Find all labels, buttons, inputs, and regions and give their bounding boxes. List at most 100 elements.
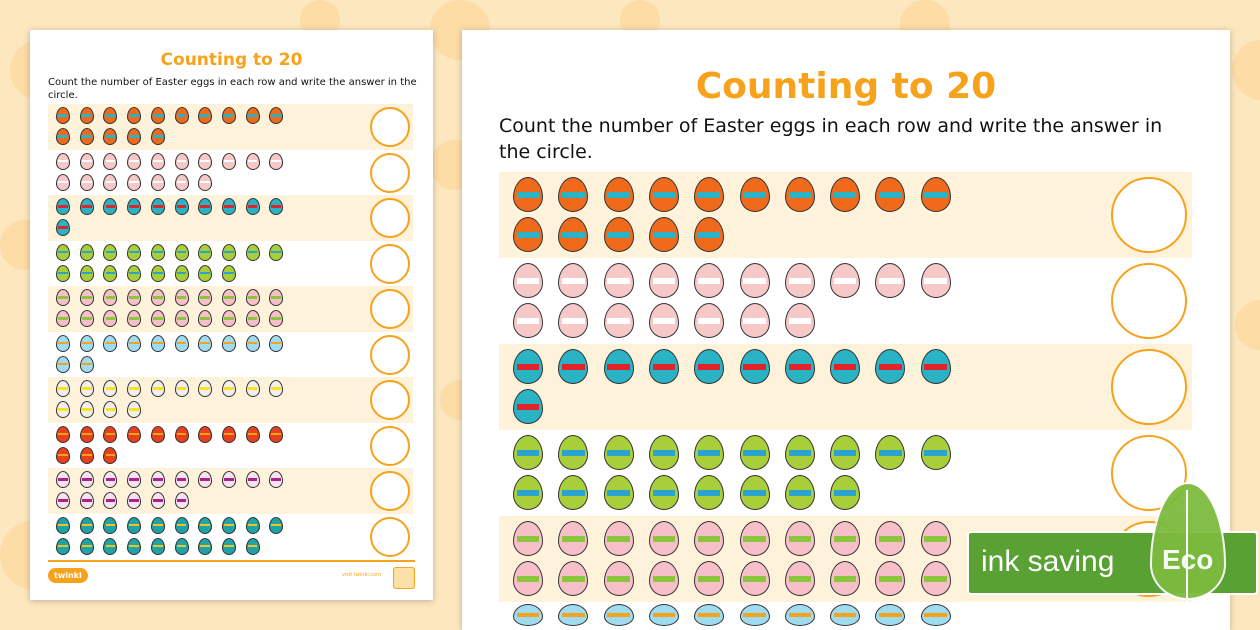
easter-egg-icon — [79, 173, 94, 191]
answer-circle[interactable] — [370, 243, 410, 284]
easter-egg-icon — [174, 243, 189, 261]
easter-egg-icon — [127, 243, 142, 261]
easter-egg-icon — [784, 561, 815, 596]
easter-egg-icon — [221, 471, 236, 488]
easter-egg-icon — [875, 604, 906, 626]
easter-egg-icon — [79, 492, 94, 509]
easter-egg-icon — [920, 521, 951, 556]
easter-egg-icon — [150, 243, 165, 261]
easter-egg-icon — [198, 107, 213, 124]
answer-circle[interactable] — [370, 380, 410, 420]
easter-egg-icon — [221, 107, 236, 124]
easter-egg-icon — [648, 303, 679, 338]
answer-circle[interactable] — [370, 152, 410, 193]
easter-egg-icon — [103, 107, 118, 124]
easter-egg-icon — [198, 310, 213, 327]
easter-egg-icon — [150, 380, 165, 397]
easter-egg-icon — [198, 152, 213, 170]
easter-egg-icon — [103, 310, 118, 327]
easter-egg-icon — [56, 198, 70, 215]
easter-egg-icon — [150, 334, 165, 352]
answer-circle[interactable] — [370, 425, 410, 466]
easter-egg-icon — [127, 401, 142, 418]
easter-egg-icon — [174, 471, 189, 488]
easter-egg-icon — [127, 380, 142, 397]
easter-egg-icon — [127, 173, 142, 191]
easter-egg-icon — [150, 128, 165, 145]
answer-circle[interactable] — [370, 516, 410, 557]
easter-egg-icon — [103, 380, 118, 397]
easter-egg-icon — [127, 107, 142, 124]
easter-egg-icon — [648, 263, 679, 298]
egg-row — [499, 602, 1192, 628]
easter-egg-icon — [513, 475, 543, 510]
easter-egg-icon — [269, 152, 284, 170]
easter-egg-icon — [920, 177, 951, 212]
easter-egg-icon — [784, 303, 815, 338]
easter-egg-icon — [245, 334, 260, 352]
easter-egg-icon — [198, 334, 213, 352]
answer-circle[interactable] — [1111, 177, 1187, 253]
easter-egg-icon — [603, 561, 634, 596]
easter-egg-icon — [103, 152, 118, 170]
easter-egg-icon — [784, 177, 815, 212]
easter-egg-icon — [127, 128, 142, 145]
easter-egg-icon — [103, 492, 118, 509]
easter-egg-icon — [648, 435, 679, 470]
easter-egg-icon — [79, 355, 94, 373]
easter-egg-icon — [513, 177, 543, 212]
easter-egg-icon — [56, 355, 70, 373]
easter-egg-icon — [694, 475, 725, 510]
easter-egg-icon — [198, 516, 213, 534]
answer-circle[interactable] — [1111, 349, 1187, 425]
easter-egg-icon — [558, 349, 589, 384]
easter-egg-icon — [56, 446, 70, 464]
easter-egg-icon — [558, 521, 589, 556]
answer-circle[interactable] — [370, 334, 410, 375]
easter-egg-icon — [875, 263, 906, 298]
twinkl-badge-icon — [393, 567, 415, 589]
easter-egg-icon — [103, 243, 118, 261]
easter-egg-icon — [245, 425, 260, 443]
easter-egg-icon — [103, 334, 118, 352]
easter-egg-icon — [269, 380, 284, 397]
easter-egg-icon — [603, 177, 634, 212]
easter-egg-icon — [221, 243, 236, 261]
easter-egg-icon — [269, 243, 284, 261]
leaf-icon: Eco — [1150, 482, 1226, 600]
answer-circle[interactable] — [370, 107, 410, 147]
easter-egg-icon — [103, 401, 118, 418]
egg-row — [499, 172, 1192, 258]
easter-egg-icon — [56, 264, 70, 282]
easter-egg-icon — [103, 173, 118, 191]
easter-egg-icon — [739, 303, 770, 338]
easter-egg-icon — [174, 152, 189, 170]
easter-egg-icon — [79, 243, 94, 261]
easter-egg-icon — [221, 425, 236, 443]
easter-egg-icon — [56, 128, 70, 145]
easter-egg-icon — [79, 401, 94, 418]
answer-circle[interactable] — [370, 471, 410, 511]
easter-egg-icon — [221, 516, 236, 534]
easter-egg-icon — [269, 425, 284, 443]
easter-egg-icon — [830, 177, 861, 212]
easter-egg-icon — [694, 263, 725, 298]
easter-egg-icon — [694, 177, 725, 212]
easter-egg-icon — [920, 604, 951, 626]
easter-egg-icon — [198, 537, 213, 555]
answer-circle[interactable] — [370, 198, 410, 238]
easter-egg-icon — [221, 310, 236, 327]
easter-egg-icon — [103, 289, 118, 306]
answer-circle[interactable] — [1111, 263, 1187, 339]
easter-egg-icon — [245, 516, 260, 534]
egg-row — [48, 104, 413, 150]
easter-egg-icon — [694, 217, 725, 252]
answer-circle[interactable] — [370, 289, 410, 329]
easter-egg-icon — [245, 198, 260, 215]
easter-egg-icon — [648, 521, 679, 556]
easter-egg-icon — [150, 107, 165, 124]
easter-egg-icon — [245, 107, 260, 124]
easter-egg-icon — [875, 349, 906, 384]
easter-egg-icon — [150, 198, 165, 215]
easter-egg-icon — [513, 349, 543, 384]
